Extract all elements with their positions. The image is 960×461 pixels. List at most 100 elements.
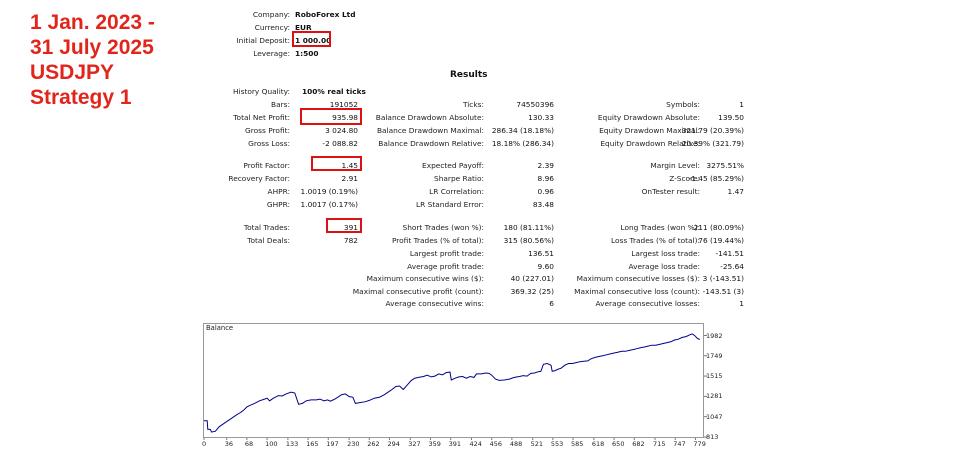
avg-cons-losses-label: Average consecutive losses: (595, 299, 701, 308)
currency-label: Currency: (254, 23, 290, 32)
x-tick-label: 521 (530, 440, 544, 448)
ontester-label: OnTester result: (641, 187, 700, 196)
ahpr-value: 1.0019 (0.19%) (300, 187, 358, 196)
annotation-date-end: 31 July 2025 (30, 36, 154, 59)
deposit-highlight (292, 31, 331, 47)
ghpr-label: GHPR: (266, 200, 290, 209)
balance-dd-abs-label: Balance Drawdown Absolute: (375, 113, 484, 122)
maximal-cons-profit-value: 369.32 (25) (510, 287, 554, 296)
long-trades-value: 211 (80.09%) (693, 223, 744, 232)
ahpr-label: AHPR: (267, 187, 290, 196)
sharpe-ratio-label: Sharpe Ratio: (434, 174, 484, 183)
x-tick-label: 715 (653, 440, 666, 448)
equity-dd-rel-label: Equity Drawdown Relative: (600, 139, 700, 148)
total-trades-highlight (326, 218, 362, 233)
expected-payoff-value: 2.39 (537, 161, 554, 170)
equity-dd-max-value: 321.79 (20.39%) (681, 126, 744, 135)
profit-factor-label: Profit Factor: (243, 161, 290, 170)
chart-title: Balance (206, 324, 234, 332)
x-tick-label: 262 (367, 440, 380, 448)
lr-correlation-label: LR Correlation: (429, 187, 484, 196)
ontester-value: 1.47 (727, 187, 744, 196)
company-value: RoboForex Ltd (295, 10, 356, 19)
gross-loss-value: -2 088.82 (322, 139, 358, 148)
equity-dd-abs-value: 139.50 (718, 113, 744, 122)
total-net-profit-value: 935.98 (332, 113, 358, 122)
x-tick-label: 618 (591, 440, 605, 448)
company-label: Company: (252, 10, 290, 19)
avg-cons-wins-value: 6 (549, 299, 554, 308)
margin-level-label: Margin Level: (650, 161, 700, 170)
ticks-label: Ticks: (462, 100, 484, 109)
x-tick-label: 68 (244, 440, 254, 448)
gross-profit-label: Gross Profit: (245, 126, 290, 135)
total-trades-value: 391 (343, 223, 358, 232)
bars-value: 191052 (329, 100, 358, 109)
x-tick-label: 553 (550, 440, 564, 448)
net-profit-highlight (300, 108, 362, 125)
avg-loss-value: -25.64 (720, 262, 744, 271)
leverage-label: Leverage: (253, 49, 290, 58)
balance-chart-frame (203, 323, 704, 438)
maximal-cons-profit-label: Maximal consecutive profit (count): (352, 287, 484, 296)
expected-payoff-label: Expected Payoff: (422, 161, 484, 170)
max-cons-wins-label: Maximum consecutive wins ($): (366, 274, 484, 283)
x-tick-label: 779 (693, 440, 706, 448)
y-tick-label: 1515 (706, 372, 723, 381)
largest-loss-label: Largest loss trade: (631, 249, 700, 258)
x-tick-label: 682 (632, 440, 645, 448)
avg-profit-label: Average profit trade: (407, 262, 484, 271)
lr-std-error-value: 83.48 (532, 200, 554, 209)
max-cons-wins-value: 40 (227.01) (510, 274, 554, 283)
x-tick-label: 585 (571, 440, 584, 448)
balance-dd-rel-value: 18.18% (286.34) (491, 139, 554, 148)
profit-trades-value: 315 (80.56%) (503, 236, 554, 245)
profit-factor-value: 1.45 (341, 161, 358, 170)
profit-factor-highlight (311, 156, 362, 171)
strategy-annotation: 1 Jan. 2023 - 31 July 2025 USDJPY Strate… (30, 10, 155, 110)
avg-loss-label: Average loss trade: (628, 262, 700, 271)
history-quality-value: 100% real ticks (302, 87, 366, 96)
zscore-value: -1.45 (85.29%) (688, 174, 744, 183)
sharpe-ratio-value: 8.96 (537, 174, 554, 183)
max-cons-losses-label: Maximum consecutive losses ($): (576, 274, 700, 283)
y-tick-label: 813 (706, 433, 719, 441)
total-net-profit-label: Total Net Profit: (233, 113, 290, 122)
long-trades-label: Long Trades (won %): (620, 223, 700, 232)
balance-dd-max-label: Balance Drawdown Maximal: (376, 126, 484, 135)
equity-dd-max-label: Equity Drawdown Maximal: (599, 126, 700, 135)
symbols-value: 1 (739, 100, 744, 109)
equity-dd-abs-label: Equity Drawdown Absolute: (597, 113, 700, 122)
largest-profit-value: 136.51 (528, 249, 554, 258)
x-tick-label: 0 (202, 440, 207, 448)
avg-profit-value: 9.60 (537, 262, 554, 271)
y-tick-label: 1982 (706, 331, 723, 340)
lr-std-error-label: LR Standard Error: (416, 200, 484, 209)
x-tick-label: 488 (509, 440, 523, 448)
y-tick-label: 1749 (706, 351, 723, 360)
short-trades-label: Short Trades (won %): (402, 223, 485, 232)
x-tick-label: 294 (387, 440, 400, 448)
bars-label: Bars: (271, 100, 290, 109)
x-tick-label: 197 (326, 440, 339, 448)
profit-trades-label: Profit Trades (% of total): (391, 236, 484, 245)
x-tick-label: 165 (306, 440, 319, 448)
y-tick-label: 1281 (706, 392, 723, 401)
initial-deposit-value: 1 000.00 (295, 36, 332, 45)
history-quality-label: History Quality: (232, 87, 290, 96)
x-tick-label: 359 (428, 440, 441, 448)
avg-cons-wins-label: Average consecutive wins: (385, 299, 484, 308)
largest-profit-label: Largest profit trade: (409, 249, 484, 258)
zscore-label: Z-Score: (669, 174, 700, 183)
balance-dd-max-value: 286.34 (18.18%) (491, 126, 554, 135)
total-deals-value: 782 (343, 236, 358, 245)
x-tick-label: 456 (489, 440, 503, 448)
gross-profit-value: 3 024.80 (325, 126, 358, 135)
currency-value: EUR (295, 23, 312, 32)
x-tick-label: 230 (347, 440, 360, 448)
largest-loss-value: -141.51 (715, 249, 744, 258)
total-deals-label: Total Deals: (247, 236, 290, 245)
x-tick-label: 133 (285, 440, 299, 448)
equity-dd-rel-value: 20.39% (321.79) (681, 139, 744, 148)
